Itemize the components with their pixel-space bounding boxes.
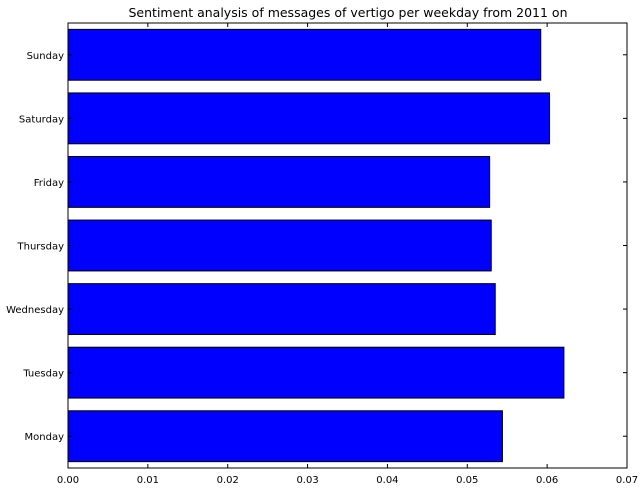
chart-title: Sentiment analysis of messages of vertig… [129, 5, 568, 20]
bar-saturday [67, 92, 551, 145]
y-tick-label-wednesday: Wednesday [6, 305, 64, 316]
ticks-layer: Sunday Saturday Friday Thursday Wednesday Tue… [6, 23, 638, 486]
y-tick-label-saturday: Saturday [19, 114, 64, 125]
bar-thursday [67, 219, 492, 272]
x-tick-label: 0.00 [57, 475, 79, 486]
bar-tuesday [67, 346, 565, 399]
y-tick-label-sunday: Sunday [27, 51, 64, 62]
x-tick-label: 0.05 [456, 475, 478, 486]
y-tick-label-friday: Friday [34, 178, 64, 189]
bar-wednesday [67, 283, 496, 335]
bar-monday [67, 410, 503, 463]
x-tick-label: 0.04 [376, 475, 398, 486]
x-tick-label: 0.01 [137, 475, 159, 486]
bar-sunday [67, 28, 542, 81]
bars-layer [67, 28, 565, 463]
x-tick-label: 0.03 [296, 475, 318, 486]
bar-friday [67, 156, 491, 208]
plot-frame [67, 22, 628, 469]
y-tick-label-thursday: Thursday [17, 242, 65, 253]
x-tick-label: 0.06 [536, 475, 558, 486]
x-tick-label: 0.07 [616, 475, 638, 486]
y-tick-label-monday: Monday [25, 432, 65, 443]
x-tick-label: 0.02 [217, 475, 239, 486]
y-tick-label-tuesday: Tuesday [22, 369, 64, 380]
